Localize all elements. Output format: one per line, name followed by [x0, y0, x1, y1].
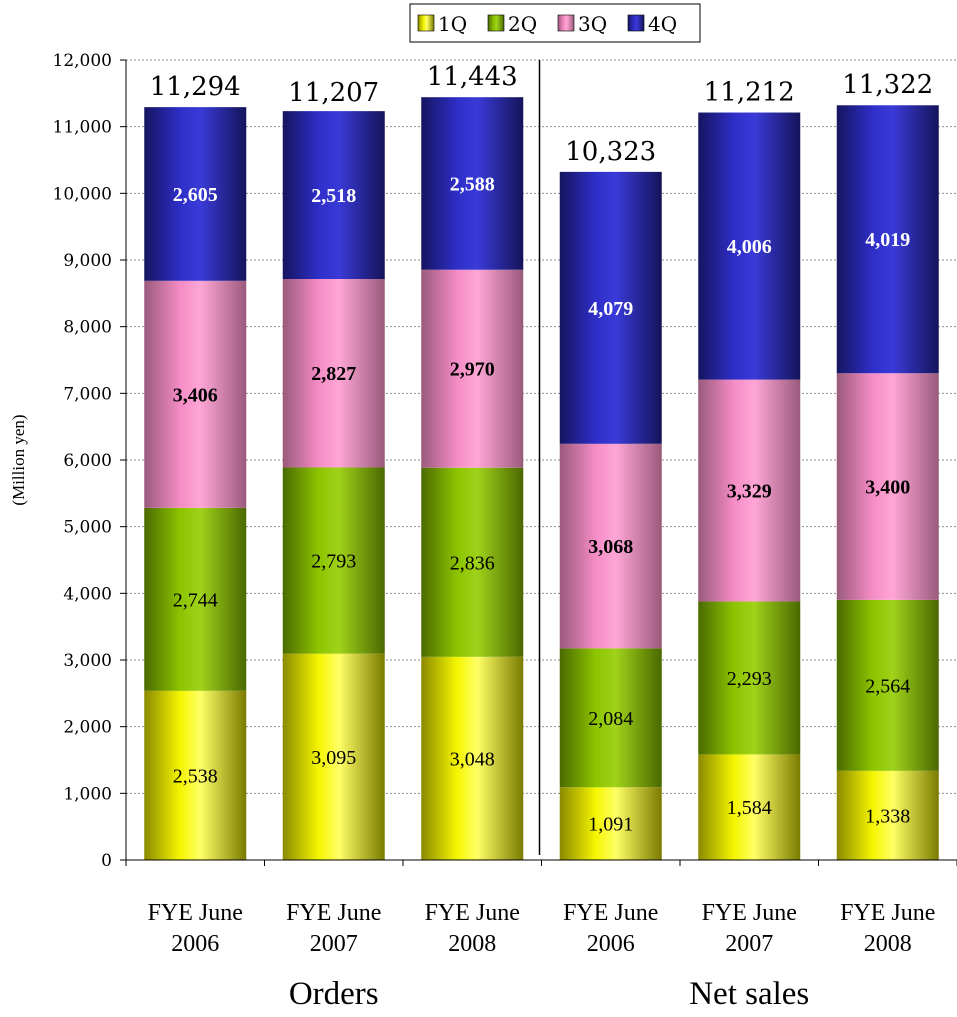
- category-label: FYE June: [702, 900, 797, 926]
- y-tick-label: 9,000: [63, 251, 112, 271]
- segment-value-label: 2,084: [588, 708, 633, 730]
- segment-value-label: 3,048: [450, 748, 495, 770]
- y-tick-label: 8,000: [63, 318, 112, 338]
- bar-segment-4q: [559, 171, 662, 444]
- segment-value-label: 2,518: [311, 185, 356, 207]
- segment-value-label: 1,338: [865, 805, 910, 827]
- y-tick-label: 0: [101, 851, 112, 871]
- category-label: FYE June: [425, 900, 520, 926]
- category-label: 2008: [864, 931, 912, 957]
- total-label: 10,323: [565, 137, 656, 167]
- bar-segment-4q: [698, 112, 801, 380]
- group-label: Net sales: [689, 976, 809, 1012]
- total-label: 11,294: [150, 72, 241, 102]
- legend-entry: 1Q: [438, 12, 467, 36]
- bar-segment-3q: [144, 280, 247, 508]
- bar-segment-2q: [144, 507, 247, 691]
- y-tick-label: 2,000: [63, 718, 112, 738]
- legend-entry: 2Q: [508, 12, 537, 36]
- legend-swatch: [627, 14, 645, 32]
- segment-value-label: 4,079: [588, 298, 633, 320]
- total-label: 11,322: [842, 70, 933, 100]
- segment-value-label: 2,970: [450, 359, 495, 381]
- segment-value-label: 4,006: [727, 236, 772, 258]
- category-label: FYE June: [840, 900, 935, 926]
- segment-value-label: 3,329: [727, 481, 772, 503]
- y-tick-label: 6,000: [63, 451, 112, 471]
- segment-value-label: 2,744: [173, 589, 218, 611]
- segment-value-label: 1,091: [588, 814, 633, 836]
- segment-value-label: 2,793: [311, 551, 356, 573]
- total-label: 11,443: [427, 62, 518, 92]
- bar-segment-1q: [836, 770, 939, 860]
- y-tick-label: 4,000: [63, 584, 112, 604]
- segment-value-label: 1,584: [727, 797, 772, 819]
- labels: 2,538 2,744 3,406 2,605 11,294 FYE June 2006 3,…: [148, 62, 936, 1012]
- axes: 0 1,000 2,000 3,000 4,000 5,000 6,000 7,000 8,00…: [9, 51, 957, 871]
- category-label: FYE June: [148, 900, 243, 926]
- category-label: 2006: [171, 931, 219, 957]
- category-label: 2008: [448, 931, 496, 957]
- legend-swatch: [557, 14, 575, 32]
- segment-value-label: 3,400: [865, 477, 910, 499]
- category-label: FYE June: [563, 900, 658, 926]
- category-label: 2006: [587, 931, 635, 957]
- bar-segment-3q: [282, 279, 385, 468]
- bar-segment-3q: [421, 269, 524, 468]
- category-label: FYE June: [286, 900, 381, 926]
- bar-segment-2q: [559, 648, 662, 788]
- bar-segment-1q: [559, 787, 662, 860]
- legend-swatch: [417, 14, 435, 32]
- segment-value-label: 4,019: [865, 229, 910, 251]
- bar-segment-1q: [144, 690, 247, 860]
- bar-segment-1q: [698, 754, 801, 860]
- bar-segment-1q: [282, 653, 385, 860]
- bars: [144, 97, 939, 860]
- bar-segment-3q: [698, 379, 801, 602]
- segment-value-label: 3,406: [173, 384, 218, 406]
- segment-value-label: 2,538: [173, 765, 218, 787]
- y-axis-label: (Million yen): [9, 414, 28, 505]
- y-tick-label: 1,000: [63, 784, 112, 804]
- y-tick-label: 10,000: [53, 184, 112, 204]
- bar-segment-4q: [836, 105, 939, 374]
- bar-segment-4q: [282, 111, 385, 279]
- segment-value-label: 2,836: [450, 552, 495, 574]
- bar-segment-4q: [144, 107, 247, 281]
- y-tick-label: 5,000: [63, 518, 112, 538]
- y-tick-label: 3,000: [63, 651, 112, 671]
- segment-value-label: 2,588: [450, 173, 495, 195]
- segment-value-label: 2,827: [311, 363, 356, 385]
- legend-entry: 3Q: [578, 12, 607, 36]
- legend: 1Q 2Q 3Q 4Q: [409, 3, 701, 43]
- y-tick-label: 11,000: [53, 118, 112, 138]
- bar-segment-3q: [559, 443, 662, 649]
- category-label: 2007: [725, 931, 773, 957]
- legend-swatch: [487, 14, 505, 32]
- bar-segment-2q: [836, 599, 939, 771]
- legend-entry: 4Q: [648, 12, 677, 36]
- bar-segment-1q: [421, 656, 524, 860]
- bar-segment-3q: [836, 373, 939, 600]
- segment-value-label: 2,605: [173, 184, 218, 206]
- segment-value-label: 3,095: [311, 747, 356, 769]
- bar-segment-2q: [282, 467, 385, 654]
- y-tick-label: 7,000: [63, 384, 112, 404]
- category-label: 2007: [310, 931, 358, 957]
- bar-segment-2q: [698, 601, 801, 755]
- group-label: Orders: [289, 976, 379, 1012]
- total-label: 11,207: [288, 78, 379, 108]
- y-tick-label: 12,000: [53, 51, 112, 71]
- gridlines: [126, 59, 957, 794]
- total-label: 11,212: [704, 78, 795, 108]
- segment-value-label: 2,293: [727, 668, 772, 690]
- segment-value-label: 3,068: [588, 536, 633, 558]
- bar-segment-2q: [421, 467, 524, 657]
- legend-box: [409, 3, 701, 43]
- bar-segment-4q: [421, 97, 524, 270]
- segment-value-label: 2,564: [865, 675, 910, 697]
